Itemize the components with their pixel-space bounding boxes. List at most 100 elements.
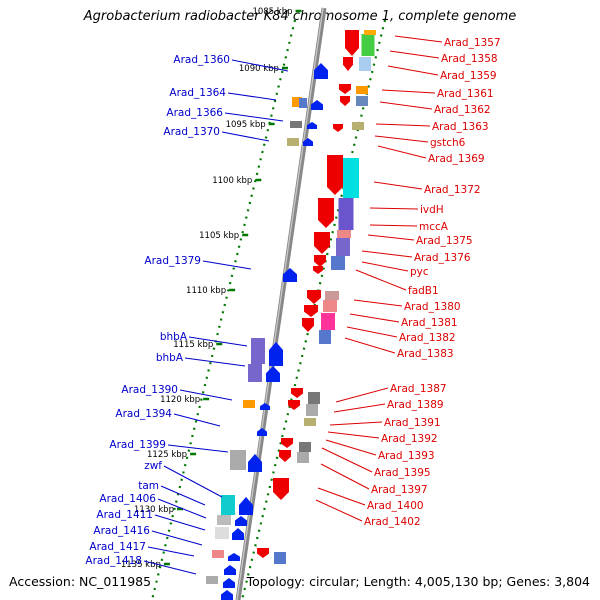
forward-gene-label: Arad_1411: [96, 509, 153, 521]
gene-arrow: [266, 366, 280, 382]
reverse-gene-label: Arad_1402: [364, 516, 421, 528]
gene-box: [212, 550, 224, 558]
reverse-gene-leader-line: [373, 181, 423, 190]
scale-tick-label: 1125 kbp: [147, 450, 187, 460]
forward-gene-label: Arad_1390: [121, 384, 178, 396]
reverse-gene-label: ivdH: [420, 204, 444, 216]
gene-arrow: [307, 122, 317, 129]
gene-box: [356, 86, 368, 94]
gene-box: [361, 34, 375, 56]
gene-box: [308, 392, 320, 404]
reverse-gene-label: Arad_1375: [416, 235, 473, 247]
gene-arrow: [223, 578, 235, 588]
gene-arrow: [235, 516, 247, 526]
reverse-gene-label: Arad_1389: [387, 399, 444, 411]
reverse-gene-leader-line: [320, 463, 370, 490]
gene-arrow: [288, 400, 300, 410]
forward-gene-label: Arad_1360: [173, 54, 230, 66]
gene-box: [297, 452, 309, 463]
scale-tick-label: 1110 kbp: [186, 286, 226, 296]
gene-arrow: [307, 290, 321, 304]
forward-gene-leader-line: [227, 92, 277, 101]
scale-tick-label: 1135 kbp: [121, 560, 161, 570]
reverse-gene-label: Arad_1357: [444, 37, 501, 49]
gene-arrow: [345, 30, 359, 56]
forward-gene-label: Arad_1394: [115, 408, 172, 420]
scale-tick-label: 1095 kbp: [226, 120, 266, 130]
scale-tick-label: 1100 kbp: [212, 176, 252, 186]
gene-box: [323, 300, 337, 312]
forward-gene-leader-line: [188, 336, 248, 347]
gene-arrow: [311, 100, 323, 110]
reverse-gene-leader-line: [344, 337, 396, 354]
reverse-gene-leader-line: [367, 234, 415, 241]
reverse-gene-leader-line: [361, 250, 413, 258]
reverse-gene-leader-line: [369, 207, 419, 210]
forward-gene-label: bhbA: [160, 331, 188, 343]
reverse-gene-label: Arad_1380: [404, 301, 461, 313]
gene-arrow: [302, 318, 314, 332]
reverse-gene-leader-line: [394, 35, 443, 43]
gene-box: [287, 138, 299, 146]
gene-box: [251, 338, 265, 364]
gene-box: [290, 121, 302, 128]
forward-gene-leader-line: [143, 560, 197, 575]
forward-gene-label: Arad_1366: [166, 107, 223, 119]
gene-arrow: [327, 155, 343, 195]
scale-tick-label: 1130 kbp: [134, 505, 174, 515]
gene-box: [325, 291, 339, 300]
reverse-gene-leader-line: [333, 403, 386, 413]
gene-arrow: [314, 63, 328, 79]
gene-arrow: [260, 403, 270, 410]
gene-arrow: [291, 388, 303, 398]
reverse-gene-label: Arad_1383: [397, 348, 454, 360]
reverse-gene-label: Arad_1376: [414, 252, 471, 264]
forward-gene-leader-line: [221, 131, 270, 142]
reverse-gene-label: Arad_1359: [440, 70, 497, 82]
forward-gene-label: Arad_1379: [144, 255, 201, 267]
gene-arrow: [339, 84, 351, 94]
reverse-gene-label: Arad_1395: [374, 467, 431, 479]
reverse-gene-leader-line: [387, 65, 439, 76]
reverse-gene-leader-line: [374, 135, 429, 143]
reverse-gene-label: Arad_1381: [401, 317, 458, 329]
forward-gene-label: Arad_1364: [169, 87, 226, 99]
gene-box: [217, 515, 231, 525]
gene-box: [243, 400, 255, 408]
reverse-gene-label: mccA: [419, 221, 449, 233]
gene-box: [306, 404, 318, 416]
gene-box: [338, 198, 354, 230]
reverse-gene-leader-line: [315, 499, 363, 522]
gene-box: [215, 527, 229, 539]
gene-arrow: [232, 528, 244, 540]
forward-gene-leader-line: [179, 389, 233, 401]
forward-gene-leader-line: [147, 546, 195, 557]
reverse-gene-leader-line: [355, 269, 407, 291]
reverse-gene-leader-line: [335, 387, 389, 403]
forward-gene-leader-line: [224, 112, 284, 122]
gene-arrow: [283, 268, 297, 282]
gene-box: [352, 122, 364, 130]
gene-arrow: [318, 198, 334, 228]
gene-box: [331, 256, 345, 270]
gene-arrow: [269, 342, 283, 366]
forward-gene-label: Arad_1399: [109, 439, 166, 451]
forward-gene-leader-line: [167, 444, 229, 453]
reverse-gene-label: gstch6: [430, 137, 466, 149]
reverse-gene-leader-line: [381, 89, 436, 94]
forward-gene-label: Arad_1418: [85, 555, 142, 567]
gene-box: [356, 96, 368, 106]
forward-gene-leader-line: [163, 465, 223, 498]
reverse-gene-leader-line: [321, 447, 373, 473]
reverse-gene-label: Arad_1393: [378, 450, 435, 462]
reverse-gene-label: Arad_1362: [434, 104, 491, 116]
reverse-gene-label: Arad_1400: [367, 500, 424, 512]
gene-arrow: [313, 266, 323, 274]
reverse-gene-label: Arad_1372: [424, 184, 481, 196]
forward-gene-label: tam: [138, 480, 159, 492]
forward-gene-leader-line: [173, 413, 221, 427]
gene-arrow: [303, 138, 313, 146]
reverse-gene-leader-line: [375, 123, 431, 127]
gene-box: [299, 442, 311, 452]
gene-box: [321, 313, 335, 330]
